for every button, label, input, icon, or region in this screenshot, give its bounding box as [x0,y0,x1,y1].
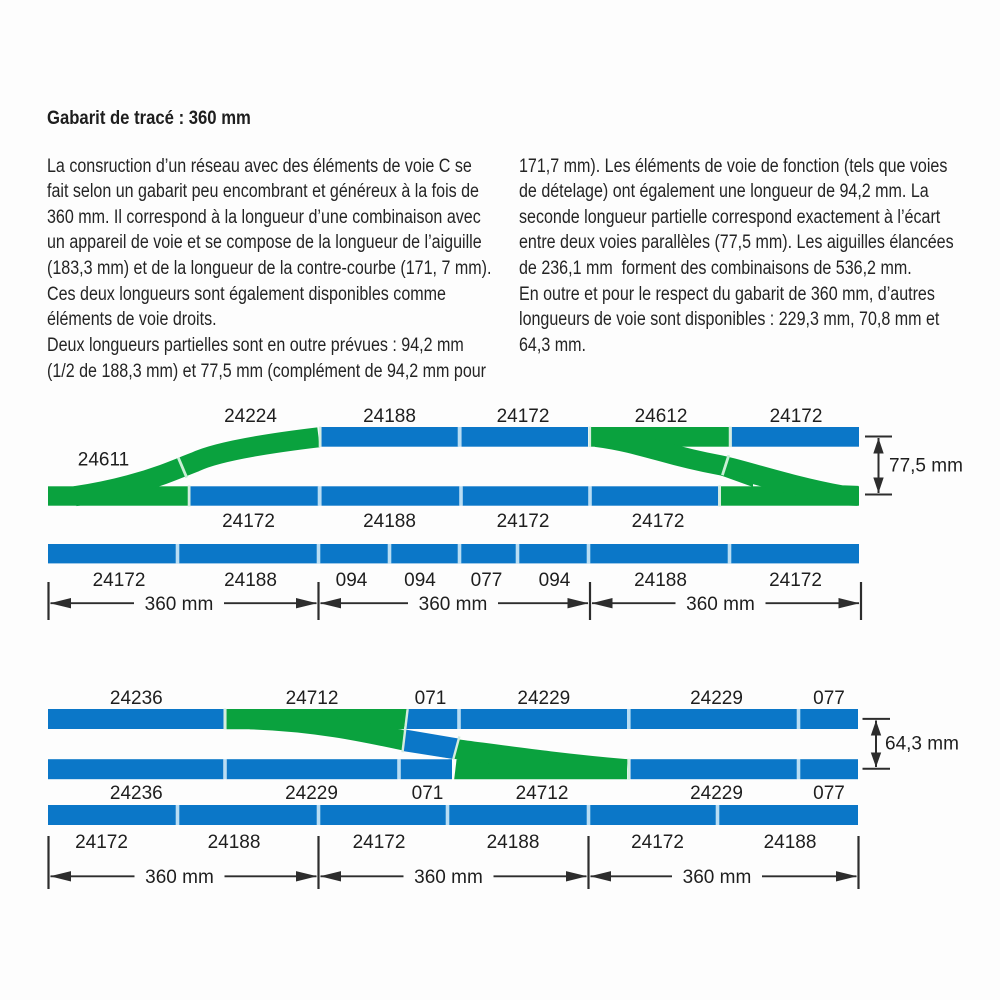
svg-text:24172: 24172 [770,406,823,427]
svg-text:094: 094 [336,570,368,591]
svg-text:094: 094 [404,570,436,591]
svg-text:24188: 24188 [208,832,261,853]
svg-text:24172: 24172 [222,511,275,532]
svg-text:24188: 24188 [764,832,817,853]
svg-text:24188: 24188 [634,570,687,591]
svg-text:24172: 24172 [632,511,685,532]
svg-text:24236: 24236 [110,688,163,709]
svg-text:24172: 24172 [631,832,684,853]
svg-text:24712: 24712 [286,688,339,709]
svg-text:077: 077 [813,688,845,709]
svg-text:360 mm: 360 mm [686,594,755,615]
svg-text:24172: 24172 [497,406,550,427]
svg-text:360 mm: 360 mm [145,594,214,615]
svg-text:24188: 24188 [363,511,416,532]
svg-text:24712: 24712 [516,783,569,804]
svg-text:094: 094 [539,570,571,591]
svg-text:24188: 24188 [487,832,540,853]
svg-text:24172: 24172 [93,570,146,591]
svg-text:77,5 mm: 77,5 mm [889,456,963,477]
svg-text:24236: 24236 [110,783,163,804]
svg-text:360 mm: 360 mm [145,867,214,888]
svg-text:64,3 mm: 64,3 mm [885,734,959,755]
svg-text:24229: 24229 [285,783,338,804]
svg-text:360 mm: 360 mm [683,867,752,888]
svg-text:24612: 24612 [635,406,688,427]
svg-text:24224: 24224 [224,406,277,427]
svg-text:077: 077 [471,570,503,591]
svg-text:360 mm: 360 mm [414,867,483,888]
svg-text:071: 071 [415,688,447,709]
svg-text:24172: 24172 [497,511,550,532]
svg-text:24229: 24229 [690,688,743,709]
svg-text:24611: 24611 [78,450,129,471]
svg-text:24172: 24172 [353,832,406,853]
svg-text:360 mm: 360 mm [419,594,488,615]
svg-text:24229: 24229 [517,688,570,709]
svg-text:24188: 24188 [224,570,277,591]
svg-text:24172: 24172 [769,570,822,591]
svg-text:24229: 24229 [690,783,743,804]
svg-text:24172: 24172 [75,832,128,853]
svg-text:071: 071 [412,783,444,804]
svg-text:077: 077 [813,783,845,804]
svg-text:24188: 24188 [363,406,416,427]
